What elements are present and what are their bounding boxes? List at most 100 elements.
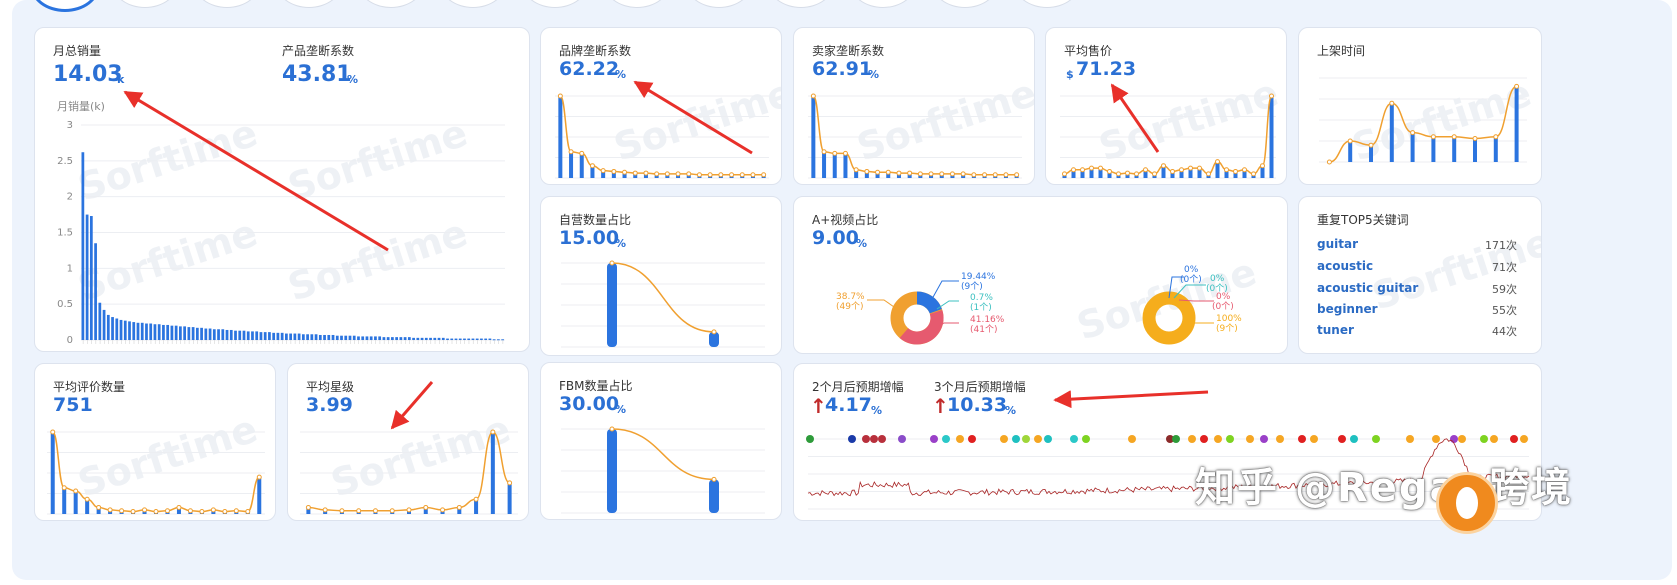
chart-point: [1197, 165, 1202, 171]
monthly-sales-value: 14.03: [53, 62, 123, 87]
chart-point: [305, 504, 311, 510]
chart-bar: [361, 336, 365, 340]
chart-point: [233, 508, 239, 514]
growth-3m-unit: %: [1005, 404, 1017, 417]
avg-rating-card: Sorftime 平均星级 3.99: [287, 363, 529, 521]
chart-point: [1116, 171, 1121, 177]
chart-point: [50, 429, 56, 435]
chart-point: [579, 150, 585, 156]
chart-bar: [272, 332, 276, 340]
chart-point: [1251, 171, 1256, 177]
chart-bar: [1431, 136, 1436, 162]
chart-point: [440, 507, 446, 513]
chart-bar: [200, 327, 203, 340]
chart-point: [1179, 167, 1184, 173]
chart-point: [256, 474, 262, 480]
chart-bar: [832, 153, 837, 178]
floating-logo-icon[interactable]: [1436, 472, 1498, 534]
avg-price-currency: $: [1066, 68, 1074, 81]
red-arrow: [633, 80, 753, 155]
chart-bar: [1179, 169, 1184, 178]
chart-point: [832, 150, 838, 156]
chart-point: [222, 509, 228, 515]
chart-bar: [50, 432, 55, 514]
self-operated-value: 15.00: [559, 227, 620, 249]
up-arrow-icon: ↑: [932, 394, 949, 418]
keyword-1-count: 171次: [1485, 239, 1517, 252]
event-dot: [1510, 435, 1518, 443]
donut1-red-pct: 41.16%: [970, 315, 1005, 325]
chart-bar: [157, 324, 161, 340]
chart-bar: [195, 327, 199, 340]
chart-point: [199, 509, 205, 515]
aplus-video-value: 9.00: [812, 227, 859, 249]
chart-bar: [471, 338, 475, 340]
event-dot: [1172, 435, 1180, 443]
keyword-2[interactable]: acoustic: [1317, 259, 1374, 273]
chart-bar: [170, 325, 174, 340]
chart-point: [96, 504, 102, 510]
donut1-teal-pct: 0.7%: [970, 293, 993, 303]
chart-point: [982, 172, 988, 178]
chart-bar: [822, 151, 827, 178]
chart-bar: [607, 263, 617, 347]
red-arrow: [123, 90, 389, 252]
chart-bar: [85, 499, 90, 514]
chart-bar: [433, 337, 437, 340]
chart-point: [810, 93, 816, 99]
chart-line: [1329, 85, 1517, 163]
chart-bar: [1348, 141, 1353, 162]
chart-point: [1071, 167, 1076, 173]
chart-bar: [73, 491, 78, 514]
chart-point: [1089, 165, 1094, 171]
chart-point: [1389, 100, 1395, 106]
keyword-1[interactable]: guitar: [1317, 237, 1358, 251]
chart-bar: [1215, 161, 1220, 178]
chart-bar: [386, 337, 390, 340]
chart-bar: [145, 323, 148, 340]
chart-bar: [1233, 171, 1238, 178]
chart-bar: [709, 331, 719, 347]
event-dot: [1166, 435, 1174, 443]
chart-bar: [1473, 138, 1477, 162]
chart-point: [609, 426, 615, 432]
growth-3m-value: 10.33: [947, 394, 1008, 416]
chart-bar: [208, 328, 212, 340]
keyword-4[interactable]: beginner: [1317, 302, 1378, 316]
keyword-3[interactable]: acoustic guitar: [1317, 281, 1419, 295]
donut2-red-count: (0个): [1212, 301, 1234, 312]
chart-point: [73, 488, 79, 494]
chart-point: [1493, 134, 1499, 140]
event-dot: [956, 435, 964, 443]
donut1-teal-count: (1个): [970, 302, 992, 313]
chart-bar: [128, 321, 131, 340]
chart-point: [707, 172, 713, 178]
growth-2m-unit: %: [871, 404, 883, 417]
chart-bar: [94, 243, 97, 340]
keyword-5[interactable]: tuner: [1317, 323, 1354, 337]
chart-point: [589, 163, 595, 169]
chart-point: [1143, 167, 1148, 173]
event-dot: [930, 435, 938, 443]
event-dot: [1214, 435, 1222, 443]
chart-bar: [709, 479, 719, 513]
seller-monopoly-unit: %: [868, 68, 880, 81]
chart-bar: [348, 335, 352, 340]
top5-keywords-card: Sorftime 重复TOP5关键词 guitar 171次 acoustic …: [1298, 196, 1542, 354]
chart-bar: [217, 329, 220, 340]
chart-bar: [140, 322, 144, 340]
chart-bar: [153, 324, 157, 340]
chart-point: [1125, 170, 1130, 176]
seller-monopoly-card: Sorftime 卖家垄断系数 62.91 %: [793, 27, 1035, 185]
chart-point: [711, 476, 717, 482]
event-dot: [1276, 435, 1284, 443]
donut1-orange-pct: 38.7%: [836, 292, 865, 302]
chart-point: [1014, 172, 1020, 178]
aplus-video-label: A+视频占比: [812, 213, 879, 227]
growth-2m-label: 2个月后预期增幅: [812, 380, 904, 394]
event-dot: [1372, 435, 1380, 443]
chart-bar: [62, 487, 67, 514]
chart-point: [372, 508, 378, 514]
chart-bar: [257, 477, 262, 514]
donut2-blue-count: (0个): [1180, 274, 1202, 285]
